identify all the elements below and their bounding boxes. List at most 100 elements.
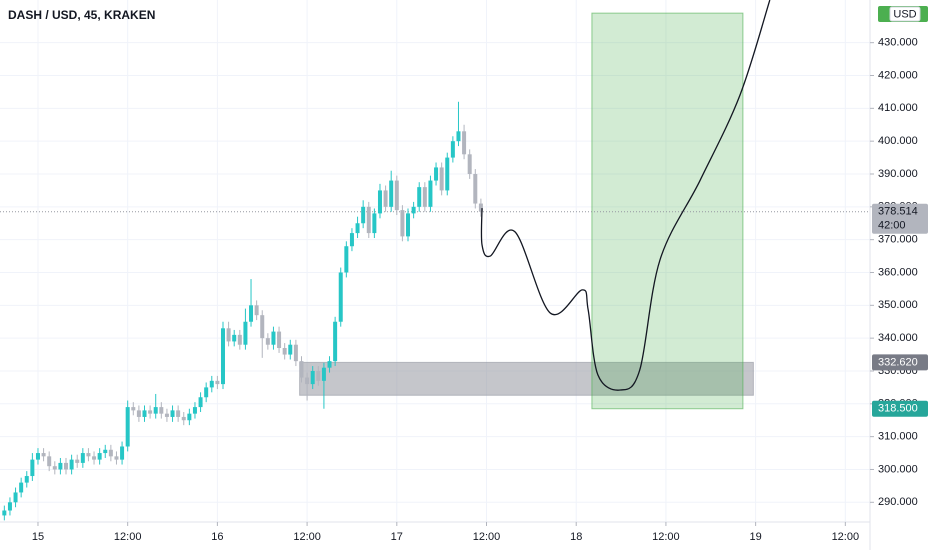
- candle-body: [406, 213, 411, 237]
- long-position: [591, 12, 744, 410]
- candle-body: [462, 131, 467, 155]
- candle-body: [209, 380, 214, 388]
- candle-body: [265, 338, 270, 345]
- candle-body: [80, 453, 85, 463]
- currency-badge[interactable]: [889, 6, 921, 22]
- candle-body: [260, 315, 265, 339]
- candle-body: [58, 462, 63, 470]
- candle-body: [176, 410, 181, 417]
- candle-body: [204, 387, 209, 398]
- candle-body: [377, 190, 382, 214]
- y-tick-label: 310.000: [878, 431, 918, 443]
- candle-body: [478, 203, 483, 212]
- candle-body: [92, 456, 97, 460]
- y-tick-label: 390.000: [878, 168, 918, 180]
- candle-body: [400, 210, 405, 237]
- candle-body: [305, 377, 310, 385]
- price-label-box: [872, 203, 928, 234]
- candle-body: [13, 492, 18, 503]
- candle-body: [445, 157, 450, 191]
- x-tick-label: 12:00: [114, 531, 142, 543]
- candle-body: [271, 331, 276, 345]
- candle-body: [293, 344, 298, 362]
- x-tick-label: 12:00: [652, 531, 680, 543]
- candle-body: [226, 328, 231, 342]
- candle-body: [86, 453, 91, 457]
- time-axis: [0, 522, 870, 550]
- candle-body: [338, 272, 343, 322]
- y-tick-label: 410.000: [878, 102, 918, 114]
- candle-body: [30, 459, 35, 477]
- y-tick-label: 400.000: [878, 135, 918, 147]
- x-tick-label: 12:00: [293, 531, 321, 543]
- candle-body: [456, 131, 461, 142]
- candle-body: [249, 305, 254, 322]
- candle-body: [170, 410, 175, 417]
- candle-body: [153, 407, 158, 414]
- candle-body: [19, 482, 24, 493]
- candle-body: [142, 410, 147, 417]
- candle-body: [114, 456, 119, 460]
- candle-body: [361, 206, 366, 224]
- candle-body: [35, 453, 40, 460]
- candle-body: [181, 416, 186, 421]
- candle-body: [383, 190, 388, 207]
- x-tick-label: 19: [749, 531, 761, 543]
- x-tick-label: 15: [32, 531, 44, 543]
- price-label-box: [872, 354, 928, 371]
- candle-body: [434, 167, 439, 181]
- candle-body: [187, 413, 192, 421]
- candle-body: [254, 305, 259, 316]
- candle-body: [75, 459, 80, 463]
- chart-title: DASH / USD, 45, KRAKEN: [8, 8, 155, 22]
- candle-body: [47, 456, 52, 467]
- candle-body: [355, 223, 360, 234]
- x-tick-label: 16: [211, 531, 223, 543]
- candle-body: [299, 361, 304, 378]
- candle-body: [103, 449, 108, 454]
- candle-body: [24, 476, 29, 483]
- price-axis: [870, 0, 932, 550]
- candle-body: [389, 180, 394, 207]
- candle-body: [277, 331, 282, 348]
- currency-label[interactable]: USD: [893, 8, 916, 20]
- candle-body: [411, 206, 416, 214]
- candle-body: [41, 453, 46, 457]
- candle-body: [159, 407, 164, 414]
- candle-body: [220, 328, 225, 385]
- y-tick-label: 430.000: [878, 37, 918, 49]
- y-tick-label: 340.000: [878, 332, 918, 344]
- y-tick-label: 370.000: [878, 234, 918, 246]
- candle-body: [439, 167, 444, 191]
- candle-body: [321, 367, 326, 381]
- candle-body: [422, 187, 427, 207]
- candle-body: [52, 466, 57, 470]
- candle-body: [349, 233, 354, 247]
- price-label: 378.514: [878, 206, 918, 218]
- x-tick-label: 18: [570, 531, 582, 543]
- price-label: 318.500: [878, 403, 918, 415]
- candle-body: [237, 334, 242, 345]
- price-label-countdown: 42:00: [878, 220, 906, 232]
- x-tick-label: 17: [391, 531, 403, 543]
- candle-body: [164, 413, 169, 417]
- candle-body: [131, 407, 136, 411]
- price-label-box: [872, 400, 928, 417]
- y-tick-label: 420.000: [878, 69, 918, 81]
- candle-body: [450, 141, 455, 158]
- candle-body: [316, 370, 321, 381]
- candle-body: [467, 154, 472, 174]
- candle-body: [394, 180, 399, 211]
- candle-body: [310, 370, 315, 385]
- candle-body: [198, 397, 203, 408]
- candle-body: [192, 407, 197, 414]
- projection-curve: [480, 0, 771, 391]
- y-tick-label: 350.000: [878, 299, 918, 311]
- candle-body: [372, 213, 377, 234]
- candle-body: [108, 449, 113, 457]
- y-tick-label: 290.000: [878, 496, 918, 508]
- candle-body: [215, 380, 220, 385]
- candle-body: [136, 410, 141, 417]
- candle-body: [97, 453, 102, 460]
